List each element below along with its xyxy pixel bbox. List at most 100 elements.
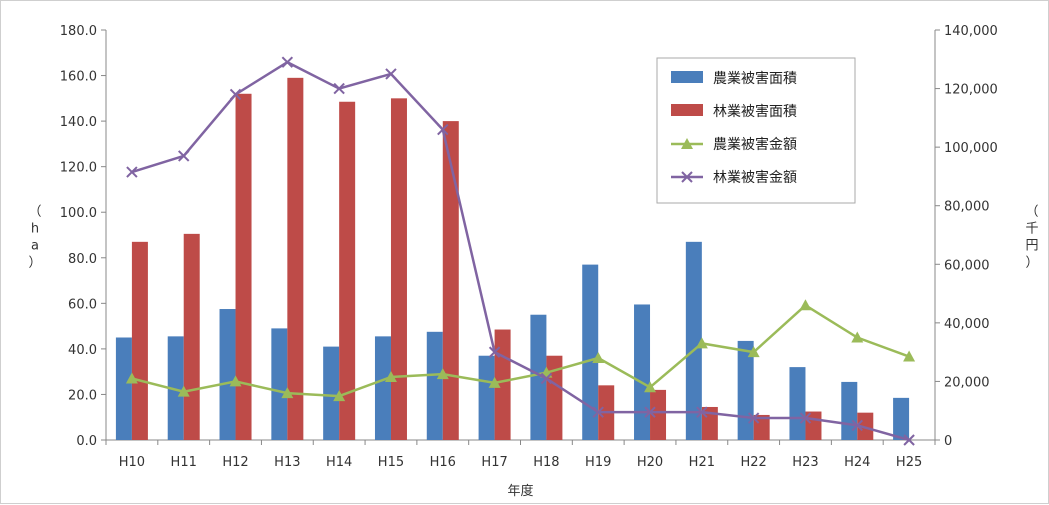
agri-area-bar [374,336,391,440]
forest-area-bar [183,233,200,440]
agri-area-bar [478,355,495,440]
agri-area-bar [271,328,288,440]
x-tick-label: H13 [274,455,300,470]
x-marker-stroke [385,68,397,80]
left-tick-label: 60.0 [68,297,97,312]
x-marker-stroke [851,419,863,432]
right-axis-title: ） [1025,256,1038,271]
left-tick-label: 160.0 [60,70,97,85]
left-axis-title: ） [28,256,41,271]
forest-area-bar [339,101,356,440]
left-tick-label: 40.0 [68,343,97,358]
forest-area-bar [650,389,667,440]
agri-area-bar [426,331,443,440]
forest-amount-point [229,88,242,101]
forest-area-bar [235,93,252,441]
agri-amount-point [695,337,708,349]
forest-amount-point [126,166,138,178]
right-axis-title: 千 [1025,222,1038,237]
x-marker-stroke [592,406,604,418]
agri-area-bar [685,241,702,440]
lines-layer [125,56,916,446]
left-tick-label: 180.0 [60,24,97,39]
bars-layer [115,77,910,441]
right-tick-label: 60,000 [944,258,990,273]
forest-amount-point [333,82,345,95]
x-tick-label: H23 [792,455,818,470]
forest-area-bar [390,98,407,440]
forest-amount-point [747,412,760,424]
agri-amount-point [851,331,864,343]
left-tick-label: 80.0 [68,252,97,267]
x-tick-label: H24 [844,455,870,470]
x-marker-stroke [333,82,345,95]
forest-amount-point [799,412,812,424]
forest-amount-point [437,123,449,136]
agri-amount-point [747,346,760,358]
x-marker-stroke [799,412,812,424]
right-axis-title: （ [1025,205,1038,220]
forest-amount-point [696,406,708,418]
x-marker-stroke [229,88,242,101]
legend-label: 農業被害面積 [713,71,797,87]
agri-amount-point [592,352,605,363]
x-marker-stroke [488,346,501,358]
forest-amount-point [178,150,190,162]
x-tick-label: H12 [222,455,248,470]
x-marker-stroke [126,166,138,178]
agri-area-bar [893,397,910,440]
forest-amount-point [903,434,915,446]
agri-amount-point [229,375,242,387]
legend-marker [681,171,693,183]
forest-amount-point [488,346,501,358]
axes-layer: 0.0 20.0 40.0 60.0 80.0 100.0 120.0 140.0 160.0 1… [28,24,1038,470]
left-tick-label: 120.0 [60,161,97,176]
forest-area-bar [287,77,304,440]
agri-amount-point [799,299,812,311]
legend-marker [681,138,693,149]
legend-swatch [671,104,703,116]
right-tick-label: 140,000 [944,24,998,39]
right-axis-title: 円 [1025,239,1038,254]
agri-area-bar [530,314,547,440]
x-marker-stroke [437,123,449,136]
agri-amount-point [436,368,449,380]
agri-area-bar [115,337,132,440]
x-tick-label: H11 [171,455,197,470]
left-tick-label: 0.0 [76,434,97,449]
x-tick-label: H25 [896,455,922,470]
x-marker-stroke [644,406,656,418]
x-tick-label: H20 [637,455,663,470]
x-tick-label: H10 [119,455,145,470]
forest-area-bar [131,241,148,440]
left-tick-label: 100.0 [60,206,97,221]
legend-label: 林業被害金額 [713,170,797,186]
agri-area-bar [323,346,340,440]
legend-label: 農業被害金額 [713,137,797,153]
agri-amount-point [333,390,346,402]
right-tick-label: 120,000 [944,83,998,98]
x-axis-title: 年度 [507,483,533,499]
x-marker-stroke [281,56,294,68]
agri-area-bar [219,309,236,440]
agri-area-bar [582,264,599,440]
left-tick-label: 140.0 [60,115,97,130]
agri-amount-point [903,350,916,362]
forest-amount-point [540,372,553,385]
x-tick-label: H22 [740,455,766,470]
right-tick-label: 40,000 [944,317,990,332]
forest-amount-line [131,60,910,442]
agri-amount-line [131,303,910,398]
agri-area-bar [841,381,858,440]
x-marker-stroke [903,434,915,446]
x-marker-stroke [696,406,708,418]
x-marker-stroke [540,372,553,385]
agri-amount-point [125,372,138,384]
x-tick-label: H17 [481,455,507,470]
left-axis-title: a [31,239,39,254]
right-tick-label: 80,000 [944,200,990,215]
x-marker-stroke [178,150,190,162]
forest-amount-point [281,56,294,68]
